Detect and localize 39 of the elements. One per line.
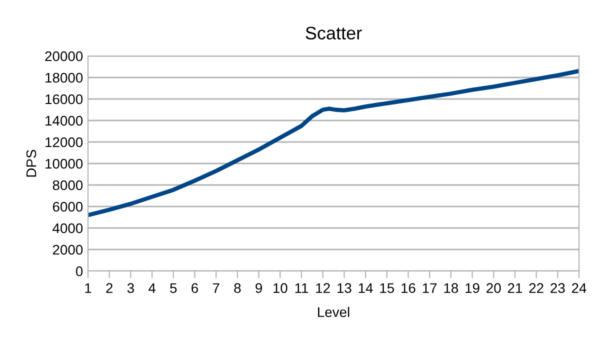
x-tick-label: 13 — [338, 283, 352, 294]
y-tick-label: 4000 — [52, 223, 83, 234]
x-tick-label: 2 — [106, 283, 113, 293]
x-axis-title: Level — [318, 306, 350, 318]
x-tick-label: 8 — [234, 283, 241, 294]
line-series — [88, 68, 579, 218]
x-tick-label: 21 — [508, 283, 522, 293]
x-tick-label: 3 — [127, 283, 134, 294]
y-tick-label: 18000 — [46, 72, 83, 83]
x-tick-label: 9 — [256, 283, 262, 294]
x-tick-label: 5 — [170, 283, 177, 294]
x-tick-label: 20 — [486, 283, 501, 294]
x-tick-label: 18 — [444, 283, 458, 294]
chart-title: Scatter — [306, 26, 362, 40]
y-tick-label: 2000 — [52, 244, 83, 255]
x-tick-label: 12 — [316, 283, 330, 293]
x-tick-label: 10 — [273, 283, 288, 294]
y-tick-label: 20000 — [45, 51, 83, 62]
y-tick-label: 14000 — [46, 116, 83, 126]
y-tick-label: 10000 — [46, 158, 83, 169]
y-tick-label: 16000 — [46, 94, 83, 104]
x-tick-label: 23 — [550, 283, 565, 294]
y-tick-label: 6000 — [52, 202, 83, 212]
x-tick-label: 1 — [85, 283, 92, 293]
x-tick-label: 15 — [380, 283, 394, 294]
x-tick-label: 14 — [358, 283, 373, 293]
x-tick-label: 24 — [572, 283, 586, 293]
y-tick-label: 8000 — [52, 180, 83, 190]
x-tick-label: 16 — [402, 283, 416, 294]
x-tick-label: 22 — [529, 283, 544, 293]
x-tick-label: 19 — [466, 283, 480, 294]
y-axis-title: DPS — [26, 150, 36, 177]
x-tick-label: 4 — [148, 283, 156, 293]
y-tick-label: 0 — [76, 266, 83, 276]
x-tick-label: 6 — [192, 283, 198, 294]
y-tick-label: 12000 — [46, 137, 83, 148]
x-tick-label: 17 — [422, 283, 437, 293]
x-tick-label: 11 — [295, 283, 308, 293]
x-tick-label: 7 — [212, 283, 220, 293]
